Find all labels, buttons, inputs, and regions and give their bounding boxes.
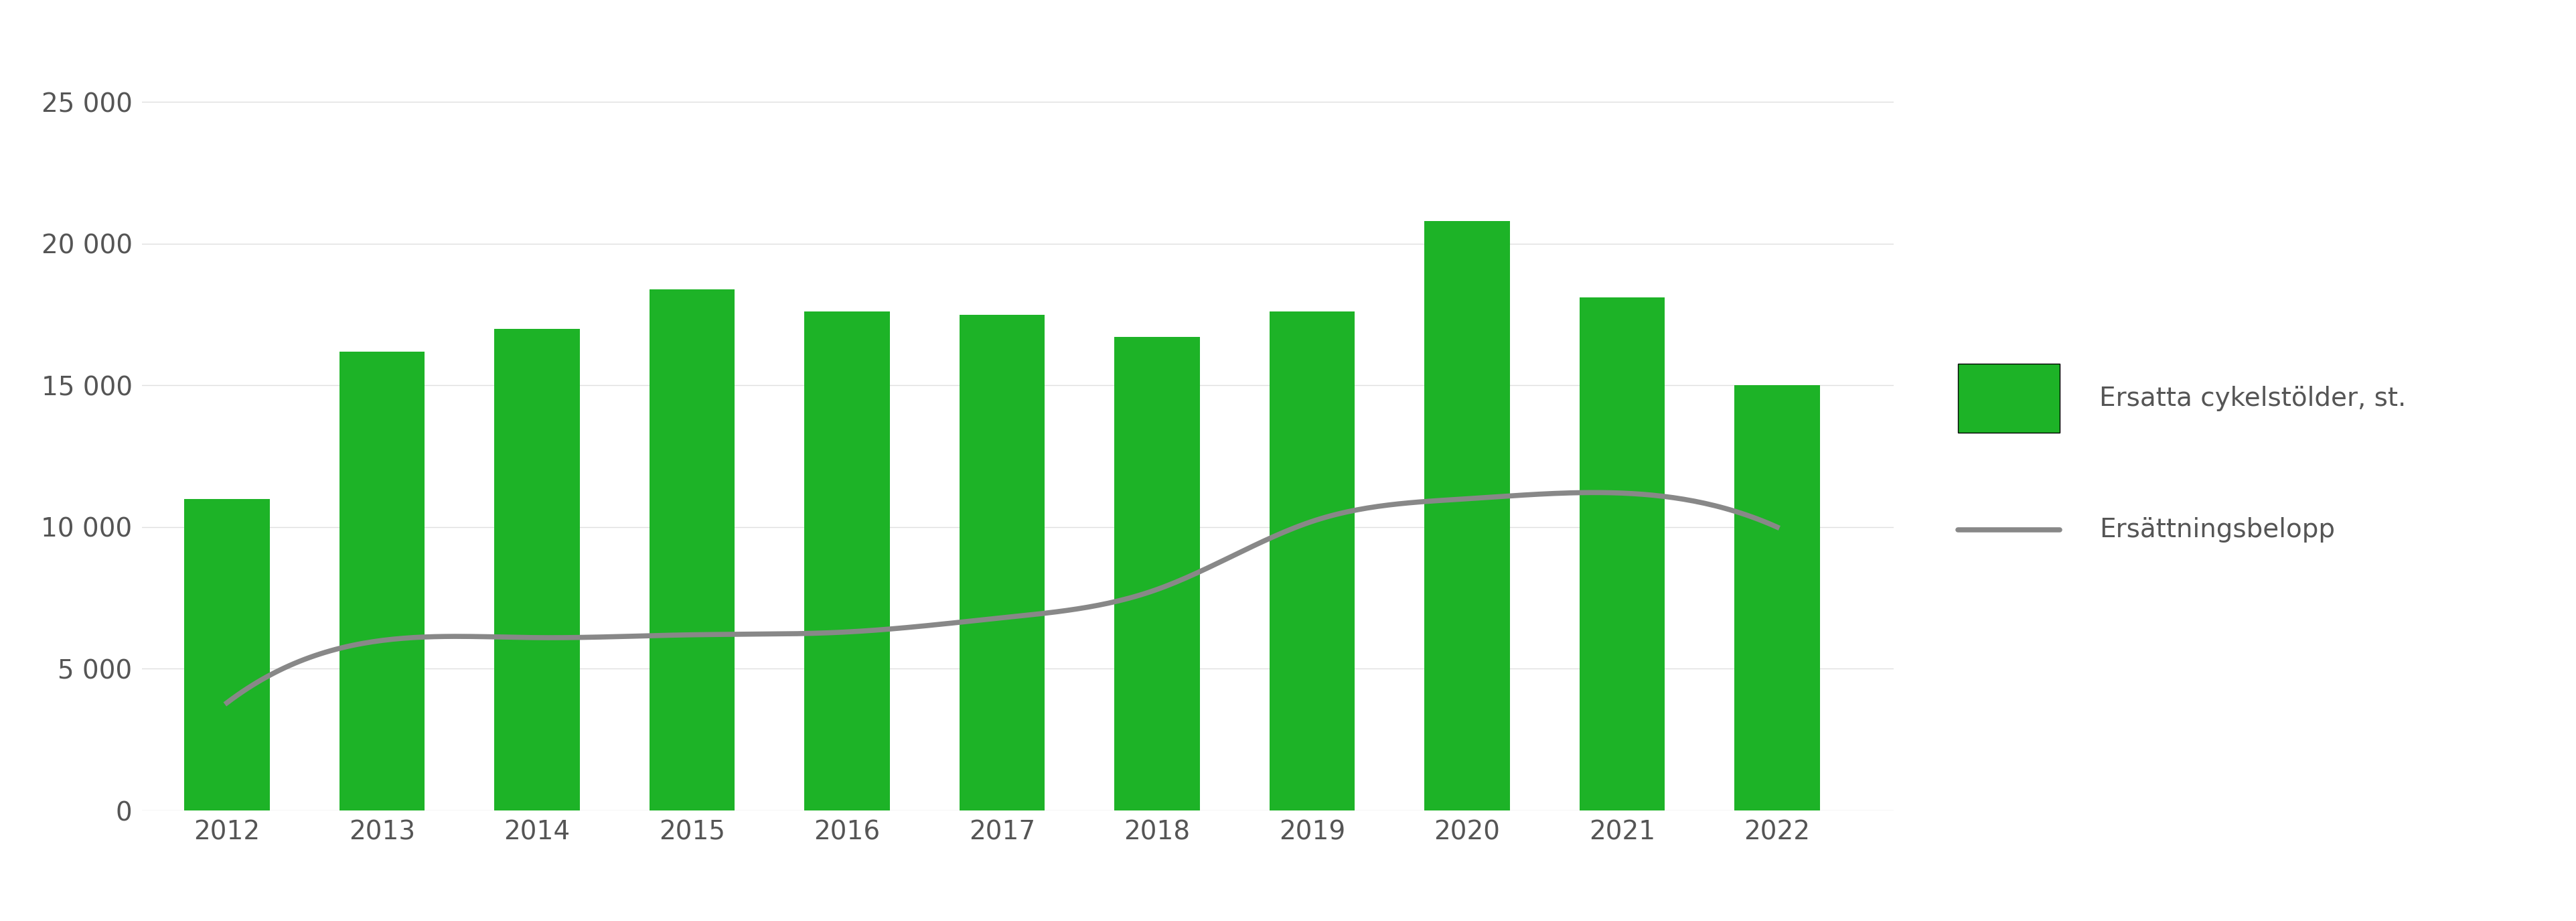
Bar	[495, 329, 580, 810]
Bar	[958, 315, 1046, 810]
FancyBboxPatch shape	[1958, 364, 2061, 433]
Bar	[1270, 311, 1355, 810]
Bar	[185, 499, 270, 810]
Bar	[1115, 337, 1200, 810]
Bar	[1734, 385, 1819, 810]
Bar	[340, 352, 425, 810]
Text: Ersättningsbelopp: Ersättningsbelopp	[2099, 517, 2334, 542]
Text: Ersatta cykelstölder, st.: Ersatta cykelstölder, st.	[2099, 386, 2406, 411]
Bar	[1425, 221, 1510, 810]
Bar	[1579, 297, 1664, 810]
Bar	[649, 289, 734, 810]
Bar	[804, 311, 889, 810]
